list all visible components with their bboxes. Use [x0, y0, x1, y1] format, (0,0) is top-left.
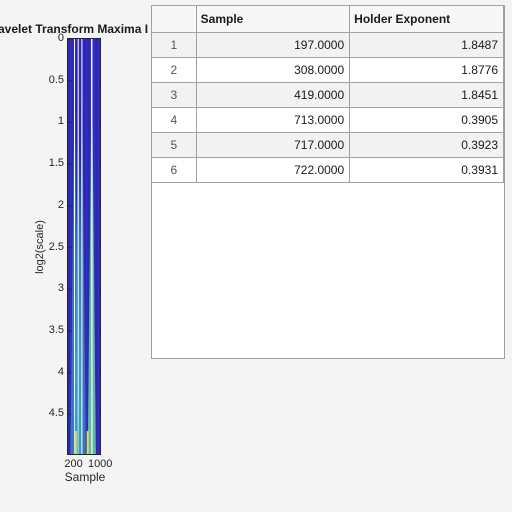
maxima-heatmap — [68, 39, 101, 455]
y-tick-label: 4 — [57, 365, 64, 378]
sample-cell[interactable]: 722.0000 — [196, 157, 351, 183]
row-number: 2 — [152, 57, 197, 83]
holder-exponent-cell[interactable]: 0.3905 — [349, 107, 504, 133]
y-tick-label: 0 — [57, 32, 64, 44]
column-header-holder-exponent[interactable]: Holder Exponent — [349, 6, 504, 33]
sample-cell[interactable]: 717.0000 — [196, 132, 351, 158]
row-number: 3 — [152, 82, 197, 108]
high-coefficient-mark — [86, 431, 89, 454]
heatmap-column — [68, 39, 69, 454]
row-number: 6 — [152, 157, 197, 183]
row-number: 5 — [152, 132, 197, 158]
sample-cell[interactable]: 197.0000 — [196, 32, 351, 58]
table-row[interactable]: 6 722.0000 0.3931 — [152, 157, 504, 183]
y-tick-label: 4.5 — [48, 407, 64, 420]
x-tick-label: 200 — [64, 458, 83, 470]
holder-exponent-cell[interactable]: 1.8776 — [349, 57, 504, 83]
y-tick-label: 2.5 — [48, 240, 64, 253]
y-tick-label: 1.5 — [48, 157, 64, 170]
heatmap-column — [100, 39, 101, 455]
plot-title: avelet Transform Maxima I — [0, 22, 149, 36]
heatmap-column — [72, 39, 73, 454]
holder-exponent-table[interactable]: Sample Holder Exponent 1 197.0000 1.8487… — [151, 5, 505, 359]
table-row[interactable]: 1 197.0000 1.8487 — [152, 32, 504, 58]
sample-cell[interactable]: 419.0000 — [196, 82, 351, 108]
row-number: 1 — [152, 32, 197, 58]
row-number: 4 — [152, 107, 197, 133]
sample-cell[interactable]: 713.0000 — [196, 107, 351, 133]
y-axis-label: log2(scale) — [34, 220, 46, 274]
y-tick-label: 3.5 — [48, 323, 64, 336]
x-tick-label: 1000 — [87, 458, 113, 470]
heatmap-column — [96, 39, 97, 454]
heatmap-column — [98, 39, 99, 454]
heatmap-column — [94, 39, 95, 454]
sample-cell[interactable]: 308.0000 — [196, 57, 351, 83]
holder-exponent-cell[interactable]: 1.8451 — [349, 82, 504, 108]
y-tick-label: 0.5 — [48, 73, 64, 86]
heatmap-column — [70, 39, 71, 454]
y-tick-label: 2 — [57, 198, 64, 211]
y-tick-label: 3 — [57, 282, 64, 295]
y-tick-label: 1 — [57, 115, 64, 128]
table-row[interactable]: 4 713.0000 0.3905 — [152, 107, 504, 133]
column-header-index[interactable] — [152, 6, 197, 33]
table-header-row: Sample Holder Exponent — [152, 6, 504, 33]
wavelet-maxima-axes[interactable] — [67, 38, 101, 455]
table-row[interactable]: 3 419.0000 1.8451 — [152, 82, 504, 108]
heatmap-column — [88, 39, 89, 454]
holder-exponent-cell[interactable]: 1.8487 — [349, 32, 504, 58]
table-row[interactable]: 2 308.0000 1.8776 — [152, 57, 504, 83]
table-row[interactable]: 5 717.0000 0.3923 — [152, 132, 504, 158]
heatmap-column — [84, 39, 85, 454]
holder-exponent-cell[interactable]: 0.3931 — [349, 157, 504, 183]
column-header-sample[interactable]: Sample — [196, 6, 351, 33]
heatmap-column — [86, 39, 87, 454]
x-axis-label: Sample — [64, 470, 106, 484]
holder-exponent-cell[interactable]: 0.3923 — [349, 132, 504, 158]
high-coefficient-mark — [74, 431, 77, 454]
